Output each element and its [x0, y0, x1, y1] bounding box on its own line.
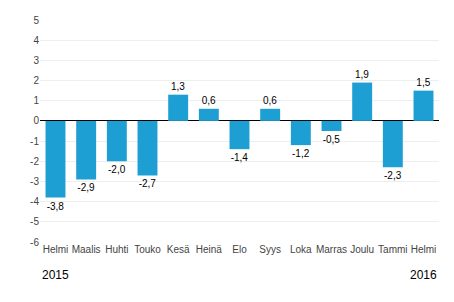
svg-text:2015: 2015 — [42, 268, 69, 282]
svg-text:3: 3 — [33, 55, 39, 66]
svg-text:Tammi: Tammi — [378, 244, 407, 255]
svg-text:-3,8: -3,8 — [47, 201, 65, 212]
svg-text:Syys: Syys — [259, 244, 281, 255]
svg-text:-2,7: -2,7 — [139, 178, 157, 189]
svg-text:Heinä: Heinä — [196, 244, 223, 255]
svg-text:1,3: 1,3 — [171, 81, 185, 92]
svg-text:-2,0: -2,0 — [108, 164, 126, 175]
svg-text:5: 5 — [33, 15, 39, 26]
svg-text:0: 0 — [33, 115, 39, 126]
svg-text:Touko: Touko — [134, 244, 161, 255]
svg-text:4: 4 — [33, 35, 39, 46]
svg-text:-3: -3 — [30, 176, 39, 187]
svg-text:-1,2: -1,2 — [292, 148, 310, 159]
svg-text:Loka: Loka — [290, 244, 312, 255]
svg-text:-1,4: -1,4 — [231, 152, 249, 163]
svg-text:-6: -6 — [30, 237, 39, 248]
svg-text:Elo: Elo — [232, 244, 247, 255]
svg-text:Joulu: Joulu — [350, 244, 374, 255]
svg-text:-4: -4 — [30, 196, 39, 207]
svg-text:-1: -1 — [30, 136, 39, 147]
svg-text:1,9: 1,9 — [355, 69, 369, 80]
svg-text:0,6: 0,6 — [263, 95, 277, 106]
svg-text:0,6: 0,6 — [202, 95, 216, 106]
svg-text:Kesä: Kesä — [167, 244, 190, 255]
svg-text:Huhti: Huhti — [105, 244, 128, 255]
svg-text:2: 2 — [33, 75, 39, 86]
svg-text:Helmi: Helmi — [411, 244, 437, 255]
svg-text:Helmi: Helmi — [43, 244, 69, 255]
svg-text:-2: -2 — [30, 156, 39, 167]
svg-text:-0,5: -0,5 — [323, 134, 341, 145]
svg-text:1,5: 1,5 — [416, 77, 430, 88]
svg-text:1: 1 — [33, 95, 39, 106]
svg-text:2016: 2016 — [410, 268, 437, 282]
svg-text:-2,9: -2,9 — [77, 182, 95, 193]
svg-text:-5: -5 — [30, 216, 39, 227]
svg-text:Maalis: Maalis — [72, 244, 101, 255]
svg-text:Marras: Marras — [316, 244, 347, 255]
svg-text:-2,3: -2,3 — [384, 170, 402, 181]
